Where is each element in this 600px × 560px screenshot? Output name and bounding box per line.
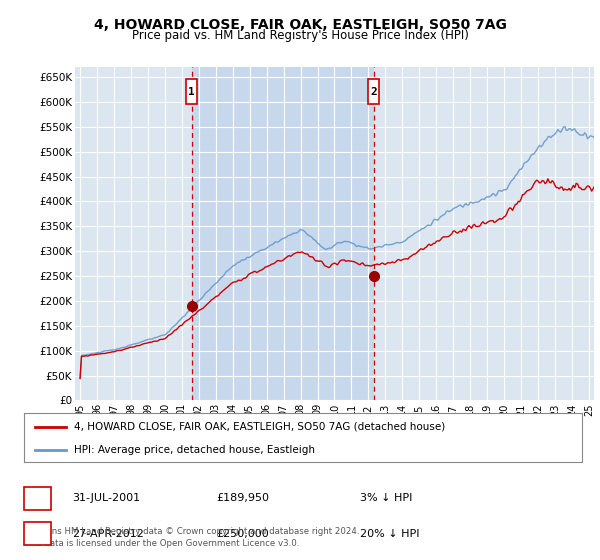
Text: 1: 1 (188, 87, 195, 96)
Text: 20% ↓ HPI: 20% ↓ HPI (360, 529, 419, 539)
Text: 4, HOWARD CLOSE, FAIR OAK, EASTLEIGH, SO50 7AG (detached house): 4, HOWARD CLOSE, FAIR OAK, EASTLEIGH, SO… (74, 422, 445, 432)
Text: 31-JUL-2001: 31-JUL-2001 (72, 493, 140, 503)
Text: HPI: Average price, detached house, Eastleigh: HPI: Average price, detached house, East… (74, 445, 315, 455)
Text: 1: 1 (34, 493, 41, 503)
Text: £250,000: £250,000 (216, 529, 269, 539)
Text: 3% ↓ HPI: 3% ↓ HPI (360, 493, 412, 503)
Text: 2: 2 (34, 529, 41, 539)
Text: Contains HM Land Registry data © Crown copyright and database right 2024.
This d: Contains HM Land Registry data © Crown c… (24, 527, 359, 548)
FancyBboxPatch shape (368, 78, 379, 105)
Bar (191, 67, 374, 400)
FancyBboxPatch shape (186, 78, 197, 105)
Text: £189,950: £189,950 (216, 493, 269, 503)
Text: 27-APR-2012: 27-APR-2012 (72, 529, 144, 539)
Text: Price paid vs. HM Land Registry's House Price Index (HPI): Price paid vs. HM Land Registry's House … (131, 29, 469, 42)
Text: 4, HOWARD CLOSE, FAIR OAK, EASTLEIGH, SO50 7AG: 4, HOWARD CLOSE, FAIR OAK, EASTLEIGH, SO… (94, 18, 506, 32)
Text: 2: 2 (370, 87, 377, 96)
